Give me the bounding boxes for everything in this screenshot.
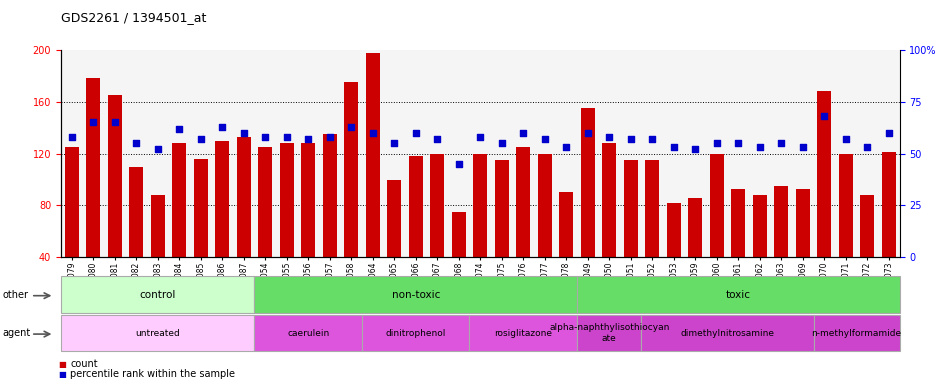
Bar: [451, 212, 465, 257]
Text: n-methylformamide: n-methylformamide: [811, 329, 900, 338]
Point: [773, 140, 788, 146]
Text: GDS2261 / 1394501_at: GDS2261 / 1394501_at: [61, 12, 206, 25]
Bar: [494, 160, 508, 257]
Bar: [300, 143, 314, 257]
Text: alpha-naphthylisothiocyan
ate: alpha-naphthylisothiocyan ate: [548, 323, 668, 343]
Point: [214, 124, 229, 130]
Point: [107, 119, 122, 126]
Bar: [516, 147, 530, 257]
Point: [128, 140, 143, 146]
Bar: [816, 91, 830, 257]
Point: [515, 130, 530, 136]
Point: [536, 136, 551, 142]
Text: rosiglitazone: rosiglitazone: [493, 329, 551, 338]
Point: [64, 134, 79, 140]
Point: [665, 144, 680, 151]
Point: [279, 134, 294, 140]
Point: [601, 134, 616, 140]
Point: [85, 119, 100, 126]
Bar: [730, 189, 744, 257]
Text: non-toxic: non-toxic: [391, 290, 439, 300]
Bar: [666, 203, 680, 257]
Point: [472, 134, 487, 140]
Bar: [430, 154, 444, 257]
Point: [300, 136, 315, 142]
Point: [365, 130, 380, 136]
Bar: [108, 95, 122, 257]
Text: ■: ■: [58, 359, 66, 369]
Point: [193, 136, 208, 142]
Bar: [322, 134, 336, 257]
Bar: [280, 143, 293, 257]
Bar: [151, 195, 165, 257]
Bar: [129, 167, 143, 257]
Point: [322, 134, 337, 140]
Text: dimethylnitrosamine: dimethylnitrosamine: [680, 329, 774, 338]
Text: ■: ■: [58, 370, 66, 379]
Point: [558, 144, 573, 151]
Bar: [344, 82, 358, 257]
Bar: [623, 160, 637, 257]
Point: [795, 144, 810, 151]
Point: [408, 130, 423, 136]
Point: [493, 140, 508, 146]
Bar: [172, 143, 186, 257]
Point: [859, 144, 874, 151]
Bar: [859, 195, 873, 257]
Point: [344, 124, 358, 130]
Point: [752, 144, 767, 151]
Point: [579, 130, 594, 136]
Text: count: count: [70, 359, 97, 369]
Bar: [86, 78, 100, 257]
Point: [236, 130, 251, 136]
Bar: [65, 147, 79, 257]
Point: [430, 136, 445, 142]
Point: [257, 134, 272, 140]
Text: caerulein: caerulein: [286, 329, 329, 338]
Text: agent: agent: [3, 328, 31, 338]
Bar: [602, 143, 616, 257]
Point: [687, 146, 702, 152]
Point: [709, 140, 724, 146]
Point: [150, 146, 165, 152]
Bar: [559, 192, 573, 257]
Bar: [237, 137, 251, 257]
Point: [644, 136, 659, 142]
Bar: [537, 154, 551, 257]
Bar: [580, 108, 594, 257]
Bar: [752, 195, 766, 257]
Bar: [881, 152, 895, 257]
Point: [171, 126, 186, 132]
Text: toxic: toxic: [725, 290, 750, 300]
Bar: [408, 156, 422, 257]
Bar: [709, 154, 723, 257]
Bar: [194, 159, 208, 257]
Text: control: control: [139, 290, 176, 300]
Text: dinitrophenol: dinitrophenol: [385, 329, 446, 338]
Bar: [365, 53, 379, 257]
Bar: [387, 180, 401, 257]
Bar: [773, 186, 787, 257]
Point: [816, 113, 831, 119]
Text: percentile rank within the sample: percentile rank within the sample: [70, 369, 235, 379]
Bar: [688, 198, 701, 257]
Point: [387, 140, 402, 146]
Text: untreated: untreated: [135, 329, 180, 338]
Bar: [473, 154, 487, 257]
Point: [451, 161, 466, 167]
Text: other: other: [3, 290, 29, 300]
Bar: [795, 189, 809, 257]
Bar: [258, 147, 271, 257]
Point: [838, 136, 853, 142]
Point: [881, 130, 896, 136]
Bar: [215, 141, 229, 257]
Bar: [645, 160, 659, 257]
Point: [622, 136, 637, 142]
Bar: [838, 154, 852, 257]
Point: [730, 140, 745, 146]
